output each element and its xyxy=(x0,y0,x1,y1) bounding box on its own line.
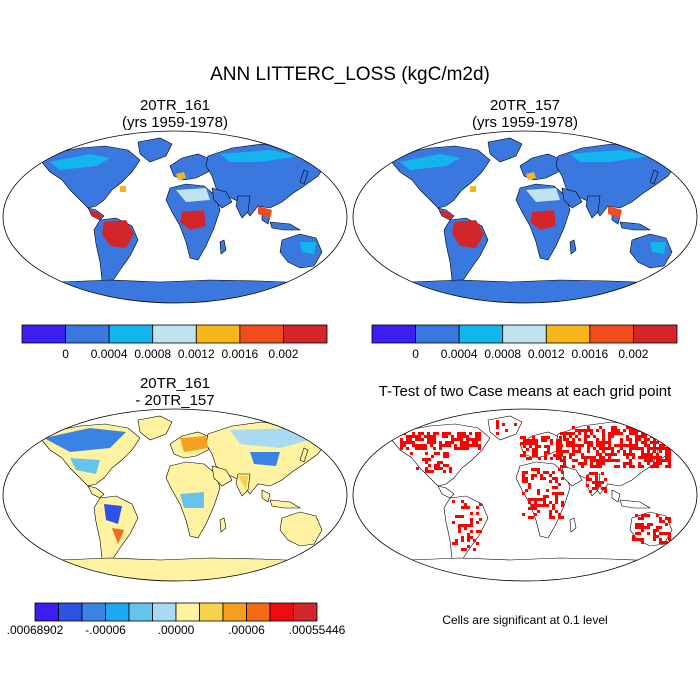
map-case1 xyxy=(2,130,348,304)
colorbar-swatch xyxy=(152,602,177,622)
colorbar-label: 0.0004 xyxy=(90,347,128,361)
colorbar-difference xyxy=(34,602,318,622)
colorbar-label: 0.0012 xyxy=(177,347,215,361)
panel-title-case1-line2: (yrs 1959-1978) xyxy=(122,114,228,131)
colorbar-swatch xyxy=(222,602,247,622)
colorbar-swatch xyxy=(283,324,328,344)
colorbar-label: 0.002 xyxy=(268,347,299,361)
colorbar-label: 0.0016 xyxy=(571,347,609,361)
figure-title: ANN LITTERC_LOSS (kgC/m2d) xyxy=(210,64,490,85)
colorbar-swatch xyxy=(195,324,241,344)
colorbar-case1-labels: 0 0.0004 0.0008 0.0012 0.0016 0.002 xyxy=(22,347,327,363)
panel-title-case2-line2: (yrs 1959-1978) xyxy=(472,114,578,131)
colorbar-label: 0.0016 xyxy=(221,347,259,361)
colorbar-label: .00055446 xyxy=(288,623,346,637)
significance-note: Cells are significant at 0.1 level xyxy=(442,613,608,627)
colorbar-label: 0.0012 xyxy=(527,347,565,361)
colorbar-swatch xyxy=(152,324,197,344)
colorbar-swatch xyxy=(246,602,271,622)
colorbar-swatch xyxy=(415,324,460,344)
colorbar-swatch xyxy=(58,602,83,622)
colorbar-swatch xyxy=(239,324,284,344)
colorbar-swatch xyxy=(458,324,504,344)
colorbar-swatch xyxy=(633,324,678,344)
map-ttest xyxy=(352,408,698,582)
colorbar-label: 0.0004 xyxy=(440,347,478,361)
colorbar-case2 xyxy=(371,324,678,344)
colorbar-swatch xyxy=(545,324,591,344)
colorbar-label: .00006 xyxy=(228,623,265,637)
colorbar-label: 0.0008 xyxy=(484,347,522,361)
colorbar-case1 xyxy=(21,324,328,344)
colorbar-swatch xyxy=(293,602,318,622)
colorbar-swatch xyxy=(34,602,59,622)
panel-title-case2-line1: 20TR_157 xyxy=(489,97,561,114)
colorbar-swatch xyxy=(105,602,130,622)
colorbar-label: .00068902 xyxy=(6,623,64,637)
colorbar-swatch xyxy=(371,324,416,344)
colorbar-label: 0 xyxy=(412,347,419,361)
map-case2 xyxy=(352,130,698,304)
colorbar-swatch xyxy=(128,602,153,622)
colorbar-swatch xyxy=(21,324,66,344)
panel-title-case1-line1: 20TR_161 xyxy=(139,97,211,114)
colorbar-label: -.00006 xyxy=(85,623,126,637)
panel-title-case1: 20TR_161 (yrs 1959-1978) xyxy=(25,97,325,131)
colorbar-case2-labels: 0 0.0004 0.0008 0.0012 0.0016 0.002 xyxy=(372,347,677,363)
panel-title-case2: 20TR_157 (yrs 1959-1978) xyxy=(375,97,675,131)
colorbar-swatch xyxy=(108,324,154,344)
colorbar-difference-labels: .00068902 -.00006 .00000 .00006 .00055446 xyxy=(7,623,346,639)
colorbar-label: 0 xyxy=(62,347,69,361)
colorbar-label: .00000 xyxy=(157,623,195,637)
panel-title-difference: 20TR_161 - 20TR_157 xyxy=(25,375,325,409)
colorbar-swatch xyxy=(199,602,224,622)
panel-title-difference-line1: 20TR_161 xyxy=(139,375,211,392)
panel-title-ttest-line1: T-Test of two Case means at each grid po… xyxy=(378,383,672,400)
colorbar-swatch xyxy=(502,324,547,344)
colorbar-swatch xyxy=(589,324,634,344)
panel-title-difference-line2: - 20TR_157 xyxy=(135,392,215,409)
colorbar-swatch xyxy=(175,602,200,622)
colorbar-label: 0.002 xyxy=(618,347,649,361)
colorbar-swatch xyxy=(269,602,294,622)
colorbar-swatch xyxy=(81,602,106,622)
panel-title-ttest: T-Test of two Case means at each grid po… xyxy=(355,383,695,400)
map-difference xyxy=(2,408,348,582)
colorbar-label: 0.0008 xyxy=(134,347,172,361)
colorbar-swatch xyxy=(65,324,110,344)
